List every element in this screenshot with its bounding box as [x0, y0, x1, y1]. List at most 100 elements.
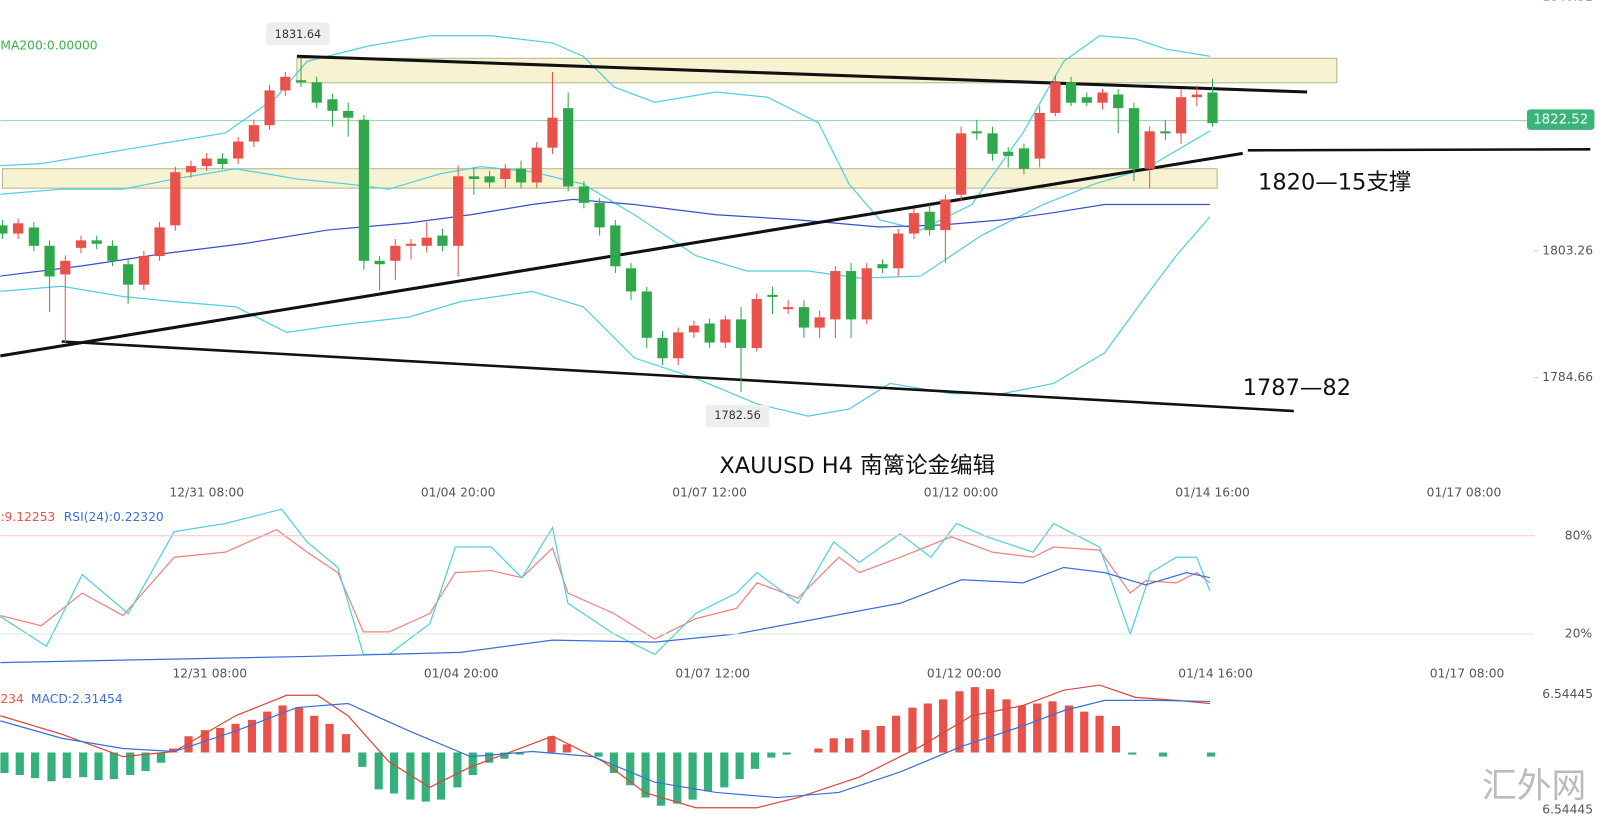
candle-body [185, 166, 197, 173]
y-tick-label: 1840.52 [1542, 0, 1593, 3]
high-tag [266, 22, 330, 45]
candle-body [107, 245, 118, 261]
candle-body [830, 271, 841, 320]
candle-body [657, 337, 668, 359]
boll-upper [0, 35, 1211, 231]
macd-label: 234 [0, 692, 24, 706]
candle-body [547, 117, 558, 148]
candle-body [1128, 108, 1140, 169]
price-axis: 1840.52 1803.26 1784.66 1822.52 [1526, 0, 1595, 384]
y-tick-label: 1803.26 [1542, 243, 1593, 257]
x-tick-label: 12/31 08:00 [172, 666, 247, 680]
candle-body [217, 158, 228, 165]
candle-body [1191, 94, 1202, 98]
watermark: 汇外网 [1482, 766, 1586, 806]
candle-body [515, 168, 527, 183]
y-tick-label: 1784.66 [1542, 370, 1593, 384]
time-axis: 12/31 08:00 12/31 08:00 01/04 20:00 01/04 2… [169, 485, 1504, 680]
annotation: 1820—15支撑 [1258, 170, 1411, 196]
candle-body [1113, 94, 1124, 109]
macd-line [0, 684, 1211, 809]
rsi-line [0, 508, 1211, 656]
trend-line [61, 340, 1294, 413]
candle-body [405, 243, 417, 246]
low-tag [705, 404, 770, 428]
candle-body [861, 268, 872, 320]
x-tick-label: 01/07 12:00 [672, 485, 747, 499]
candle-body [735, 319, 747, 349]
candle-body [453, 176, 464, 246]
macd-histogram [0, 687, 1216, 806]
rsi-label: :9.12253 [0, 510, 55, 524]
candle-body [594, 202, 605, 228]
candle-body [531, 147, 542, 183]
last-price-label: 1822.52 [1533, 113, 1588, 128]
x-tick-label: 01/14 16:00 [1175, 485, 1250, 499]
candle-body [248, 125, 259, 142]
candle-body [437, 235, 448, 246]
x-tick-label: 01/17 08:00 [1430, 666, 1505, 680]
candle-body [1160, 131, 1171, 134]
candle-body [767, 294, 778, 297]
candle-body [1097, 92, 1108, 103]
candle-body [1081, 97, 1092, 103]
x-tick-label: 01/12 00:00 [927, 666, 1002, 680]
candle-body [138, 256, 149, 285]
candle-body [75, 240, 87, 248]
candle-body [1144, 131, 1155, 169]
x-tick-label: 01/04 20:00 [421, 485, 496, 499]
candle-body [1065, 82, 1077, 103]
candle-body [327, 99, 338, 111]
candle-body [798, 307, 810, 328]
rsi-line [0, 528, 1211, 640]
candle-body [704, 323, 715, 343]
ma-line [0, 198, 1210, 277]
candle-body [940, 199, 951, 231]
candle-body [893, 233, 904, 269]
trend-line [1247, 148, 1591, 152]
candle-body [877, 264, 888, 269]
x-tick-label: 01/14 16:00 [1178, 666, 1253, 680]
support-zone [1, 168, 1218, 189]
candle-body [908, 213, 920, 234]
macd-scale: 6.54445 [1542, 802, 1593, 816]
candle-body [91, 240, 102, 244]
candle-body [0, 225, 8, 234]
chart-title: XAUUSD H4 南篱论金编辑 [719, 453, 995, 479]
candle-body [170, 172, 181, 226]
candle-body [13, 223, 24, 234]
candle-body [1207, 92, 1218, 124]
x-tick-label: 01/07 12:00 [675, 666, 750, 680]
candle-body [500, 168, 511, 180]
candle-body [625, 268, 637, 292]
candle-body [374, 260, 385, 265]
ma-label: MA200:0.00000 [0, 39, 97, 53]
candles [0, 57, 1218, 392]
macd-signal [0, 699, 1211, 799]
candle-body [421, 237, 432, 246]
x-tick-label: 01/17 08:00 [1427, 485, 1502, 499]
candle-body [484, 176, 495, 183]
candle-body [720, 319, 731, 343]
candle-body [1003, 151, 1014, 156]
candle-body [343, 110, 354, 118]
candle-body [28, 227, 39, 246]
boll-lower [0, 216, 1211, 417]
y-tick-label: 80% [1565, 528, 1592, 542]
candle-body [1050, 82, 1061, 113]
x-tick-label: 01/04 20:00 [424, 666, 499, 680]
candle-body [1018, 148, 1030, 169]
trend-line [296, 54, 1308, 94]
annotation: 1787—82 [1243, 375, 1351, 401]
candle-body [673, 332, 684, 359]
candle-body [264, 90, 275, 126]
candle-body [60, 260, 71, 275]
macd-scale: 6.54445 [1542, 687, 1593, 701]
rsi-pane: 80% 20% [0, 528, 1592, 640]
candle-body [751, 298, 762, 349]
candle-body [201, 158, 212, 167]
candle-body [971, 131, 982, 134]
rsi-label: RSI(24):0.22320 [64, 510, 164, 524]
